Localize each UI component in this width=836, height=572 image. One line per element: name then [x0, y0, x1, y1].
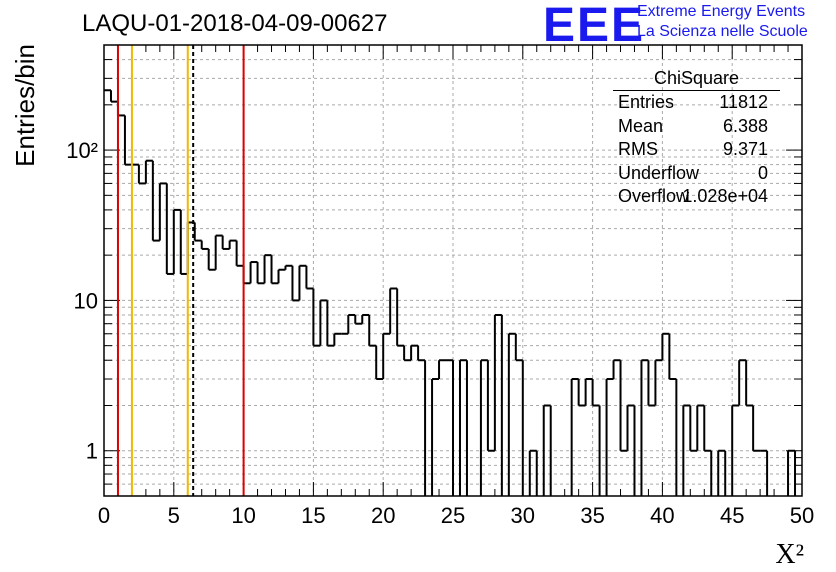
histogram-bin [355, 315, 362, 324]
histogram-bin [690, 405, 697, 450]
histogram-bin [697, 405, 704, 450]
x-tick-label: 20 [371, 503, 395, 528]
histogram-bin [648, 360, 655, 405]
histogram-bin [746, 360, 753, 405]
histogram-bin [753, 405, 760, 450]
histogram-bin [237, 241, 244, 266]
x-tick-label: 30 [511, 503, 535, 528]
histogram-bin [460, 360, 467, 496]
histogram-bin [432, 379, 439, 496]
stat-value: 1.028e+04 [682, 185, 768, 209]
histogram-bin [669, 334, 676, 379]
histogram-bin [495, 315, 502, 451]
histogram-bin [607, 379, 614, 496]
histogram-bin [313, 289, 320, 346]
histogram-bin [251, 262, 258, 283]
stat-row-entries: Entries 11812 [613, 91, 780, 115]
histogram-bin [223, 236, 230, 249]
histogram-bin [481, 360, 488, 496]
histogram-bin [418, 346, 425, 361]
y-tick-label: 10² [66, 138, 98, 163]
stat-row-mean: Mean 6.388 [613, 115, 780, 139]
histogram-bin [111, 90, 118, 101]
histogram-bin [397, 289, 404, 346]
stats-box: ChiSquare Entries 11812 Mean 6.388 RMS 9.37… [613, 66, 780, 209]
stat-value: 9.371 [723, 138, 768, 162]
histogram-bin [362, 315, 369, 324]
x-tick-label: 35 [580, 503, 604, 528]
histogram-bin [258, 262, 265, 283]
stat-row-rms: RMS 9.371 [613, 138, 780, 162]
histogram-bin [586, 379, 593, 405]
x-tick-label: 25 [441, 503, 465, 528]
histogram-bin [285, 266, 292, 270]
stat-value: 0 [758, 162, 768, 186]
histogram-bin [439, 360, 446, 379]
histogram-bin [265, 255, 272, 283]
stat-row-underflow: Underflow 0 [613, 162, 780, 186]
histogram-bin [572, 379, 579, 496]
histogram-bin [641, 360, 648, 496]
histogram-bin [174, 210, 181, 274]
x-tick-label: 50 [790, 503, 814, 528]
histogram-bin [739, 360, 746, 405]
histogram-bin [509, 334, 516, 496]
stats-title: ChiSquare [613, 66, 780, 91]
stat-value: 6.388 [723, 115, 768, 139]
histogram-bin [244, 266, 251, 284]
histogram-bin [146, 161, 153, 184]
x-tick-label: 5 [168, 503, 180, 528]
histogram-bin [390, 289, 397, 334]
histogram-bin [334, 334, 341, 346]
stat-label: Overflow [618, 185, 689, 209]
x-axis-title: X² [775, 539, 804, 570]
stat-label: RMS [618, 138, 658, 162]
histogram-bin [383, 334, 390, 379]
histogram-bin [404, 346, 411, 361]
histogram-bin [299, 266, 306, 301]
histogram-bin [292, 266, 299, 301]
histogram-bin [655, 360, 662, 405]
stat-label: Underflow [618, 162, 699, 186]
histogram-bin [279, 270, 286, 284]
histogram-bin [411, 346, 418, 361]
x-tick-label: 45 [720, 503, 744, 528]
x-tick-label: 10 [231, 503, 255, 528]
histogram-bin [628, 405, 635, 450]
y-tick-label: 1 [86, 439, 98, 464]
y-tick-label: 10 [74, 288, 98, 313]
histogram-bin [593, 379, 600, 405]
x-tick-label: 15 [301, 503, 325, 528]
stat-value: 11812 [719, 91, 768, 115]
stat-row-overflow: Overflow 1.028e+04 [613, 185, 780, 209]
histogram-bin [662, 334, 669, 360]
histogram-bin [369, 315, 376, 346]
histogram-bin [202, 241, 209, 249]
histogram-bin [579, 379, 586, 405]
histogram-bin [704, 405, 711, 450]
histogram-bin [181, 210, 188, 274]
histogram-bin [160, 183, 167, 240]
histogram-bin [272, 255, 279, 283]
histogram-bin [195, 222, 202, 240]
x-tick-label: 40 [650, 503, 674, 528]
stat-label: Mean [618, 115, 663, 139]
histogram-bin [230, 241, 237, 249]
histogram-bin [209, 249, 216, 270]
histogram-bin [516, 334, 523, 360]
y-axis-title: Entries/bin [10, 44, 40, 167]
histogram-bin [306, 266, 313, 289]
histogram-bin [216, 236, 223, 270]
x-tick-label: 0 [98, 503, 110, 528]
histogram-bin [614, 360, 621, 379]
histogram-bin [118, 102, 125, 116]
histogram-bin [376, 346, 383, 379]
histogram-bin [348, 315, 355, 334]
stat-label: Entries [618, 91, 674, 115]
histogram-bin [139, 165, 146, 184]
